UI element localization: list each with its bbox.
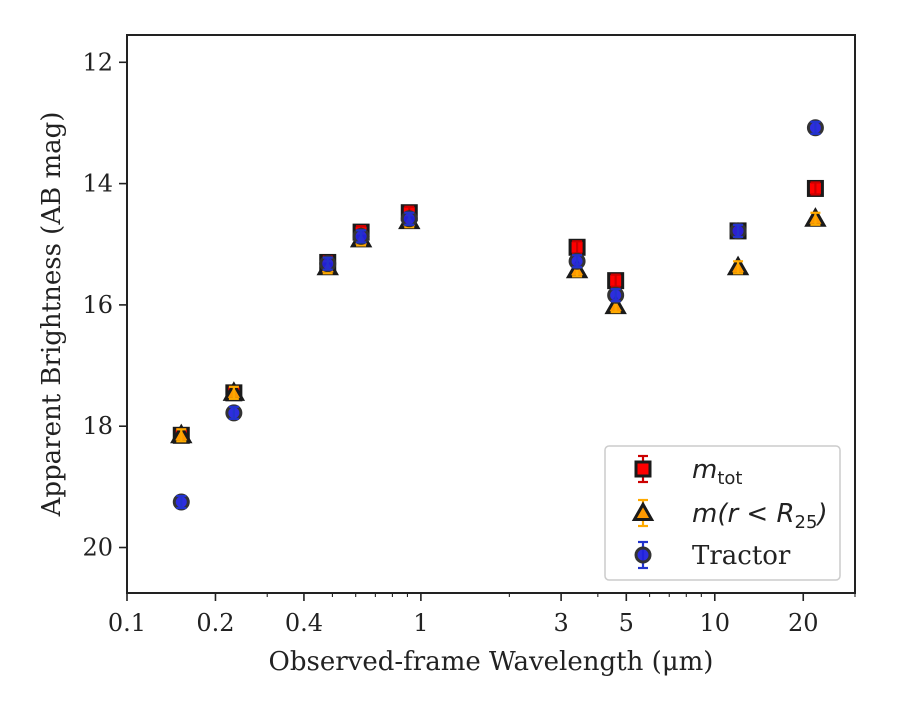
y-tick-label: 12 (82, 48, 113, 76)
y-axis-title: Apparent Brightness (AB mag) (37, 112, 67, 518)
ticks-layer: 0.1 0.2 0.4 1 3 5 10 20 12 14 16 18 20 (82, 48, 856, 637)
x-tick-label: 5 (619, 609, 634, 637)
x-tick-label: 3 (553, 609, 568, 637)
y-tick-label: 18 (82, 412, 113, 440)
legend-label: m(r < R25) (692, 499, 828, 533)
x-tick-label: 0.1 (108, 609, 146, 637)
legend-label: Tractor (692, 541, 791, 571)
points-layer (170, 119, 827, 511)
x-tick-label: 10 (700, 609, 731, 637)
legend-box (604, 445, 841, 581)
legend-label: mtot (692, 455, 742, 489)
legend-marker (634, 546, 652, 564)
series-triangle (170, 207, 827, 444)
series-square (172, 179, 824, 444)
legend-marker (631, 501, 655, 521)
y-tick-label: 14 (82, 170, 113, 198)
plot-frame (126, 34, 856, 594)
y-tick-label: 16 (82, 291, 113, 319)
legend-marker (634, 460, 652, 478)
y-tick-label: 20 (82, 534, 113, 562)
legend: mtot m(r < R25) Tractor (604, 445, 841, 581)
x-tick-label: 0.4 (285, 609, 323, 637)
series-circle (172, 119, 824, 511)
x-tick-label: 20 (788, 609, 819, 637)
x-tick-label: 1 (413, 609, 428, 637)
x-axis-title: Observed-frame Wavelength (μm) (269, 647, 714, 677)
x-tick-label: 0.2 (196, 609, 234, 637)
